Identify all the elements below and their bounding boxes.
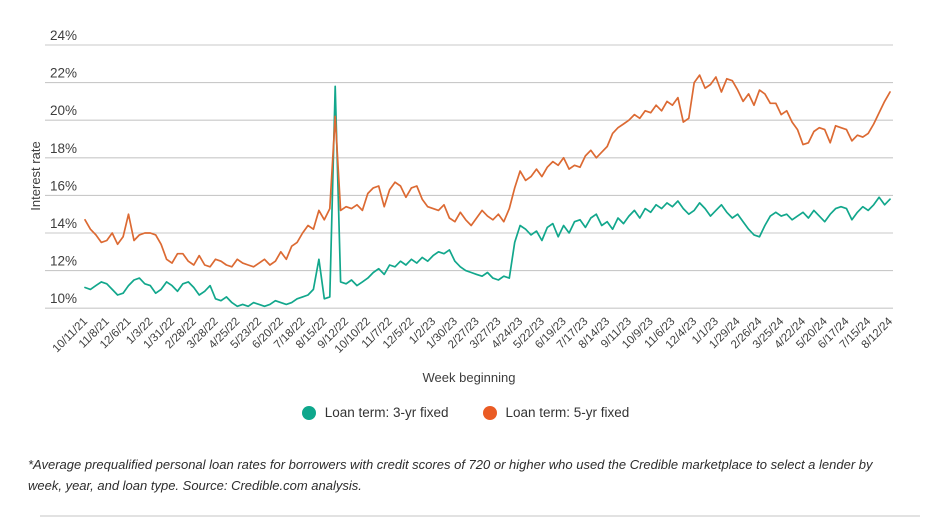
legend-item-5yr: Loan term: 5-yr fixed [482, 405, 630, 420]
legend-label-5yr: Loan term: 5-yr fixed [505, 405, 630, 420]
legend-dot-3yr-icon [301, 405, 316, 420]
x-axis-title: Week beginning [423, 370, 516, 385]
chart-area: 24% 22% 20% 18% 16% 14% 12% 10% 10/11/21 11/8/21 1… [28, 28, 896, 385]
y-tick-label: 14% [50, 216, 77, 231]
chart-footnote: *Average prequalified personal loan rate… [28, 457, 873, 493]
y-tick-label: 20% [50, 103, 77, 118]
legend-item-3yr: Loan term: 3-yr fixed [301, 405, 449, 420]
y-tick-label: 10% [50, 291, 77, 306]
y-tick-label: 16% [50, 178, 77, 193]
y-tick-label: 18% [50, 141, 77, 156]
legend-dot-5yr-icon [482, 405, 497, 420]
chart-legend: Loan term: 3-yr fixed Loan term: 5-yr fi… [0, 405, 931, 420]
legend-label-3yr: Loan term: 3-yr fixed [324, 405, 449, 420]
series-line-5yr-fixed [84, 74, 891, 268]
y-tick-label: 22% [50, 66, 77, 81]
y-tick-label: 24% [50, 28, 77, 43]
bottom-divider [40, 515, 920, 517]
y-tick-label: 12% [50, 254, 77, 269]
series-line-3yr-fixed [84, 85, 891, 308]
y-axis-title: Interest rate [28, 141, 43, 210]
interest-rate-line-chart: 24%22%20%18%16%14%12%10%10/11/2111/8/211… [28, 28, 896, 385]
